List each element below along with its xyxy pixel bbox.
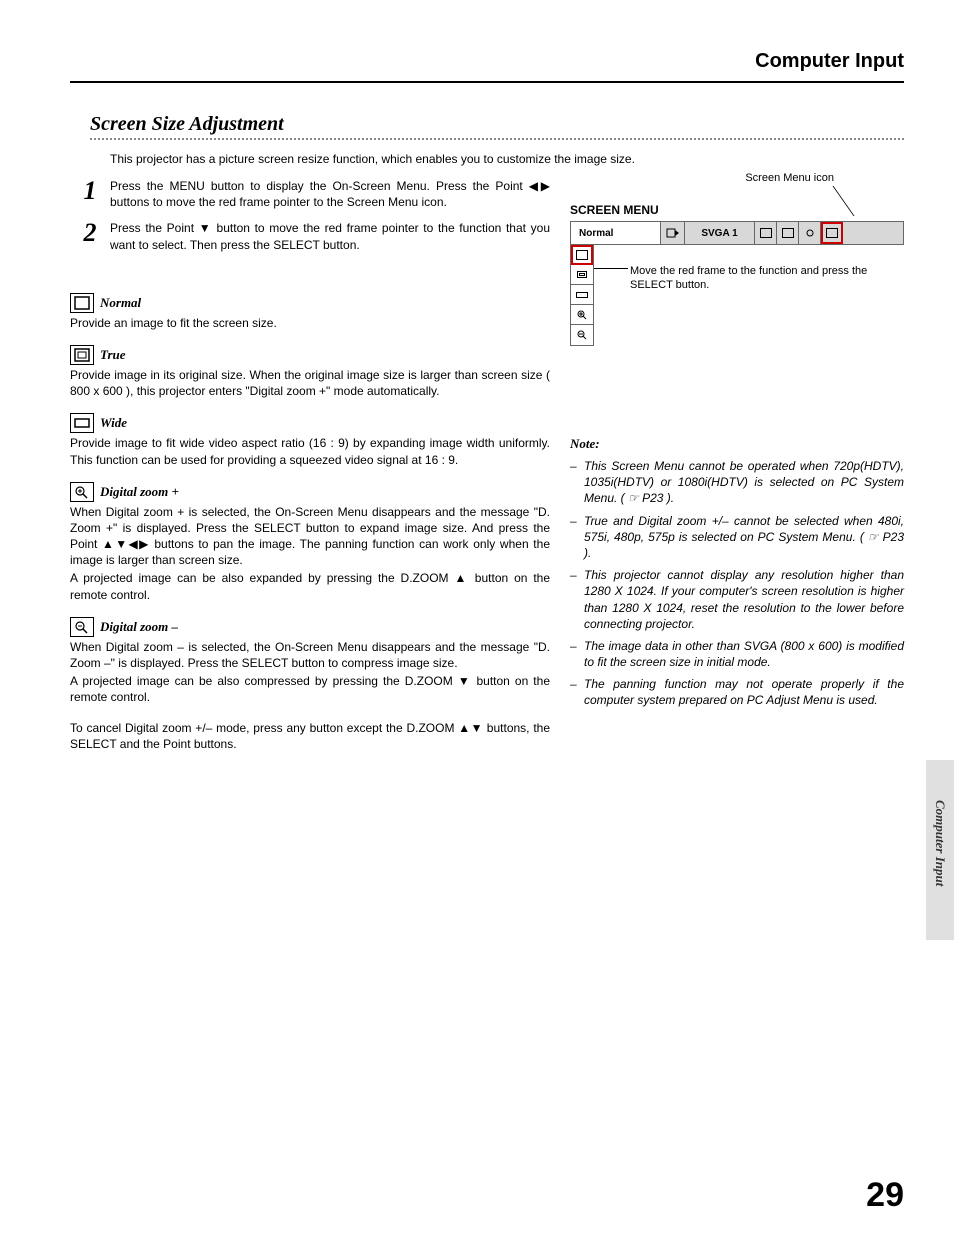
- step-1: 1 Press the MENU button to display the O…: [70, 178, 550, 210]
- step-2: 2 Press the Point ▼ button to move the r…: [70, 220, 550, 252]
- note-5-text: The panning function may not operate pro…: [584, 676, 904, 708]
- notes-title: Note:: [570, 436, 904, 452]
- mode-zoom-minus-text2: A projected image can be also compressed…: [70, 673, 550, 705]
- side-icon-column: [570, 245, 594, 346]
- mode-true-title: True: [100, 347, 126, 363]
- step-2-number: 2: [70, 220, 110, 252]
- page-header: Computer Input: [70, 50, 904, 83]
- normal-icon: [70, 293, 94, 313]
- page-number: 29: [866, 1176, 904, 1215]
- note-4-text: The image data in other than SVGA (800 x…: [584, 638, 904, 670]
- page-container: Computer Input Screen Size Adjustment Th…: [0, 0, 954, 1235]
- step-2-text: Press the Point ▼ button to move the red…: [110, 220, 550, 252]
- note-2-text: True and Digital zoom +/– cannot be sele…: [584, 513, 904, 562]
- mode-wide: Wide Provide image to fit wide video asp…: [70, 413, 550, 467]
- note-5: –The panning function may not operate pr…: [570, 676, 904, 708]
- menu-icon-1: [755, 222, 777, 244]
- menu-hint: Move the red frame to the function and p…: [630, 264, 904, 293]
- menu-icon-selected: [821, 222, 843, 244]
- mode-zoom-minus-title: Digital zoom –: [100, 619, 178, 635]
- step-1-number: 1: [70, 178, 110, 210]
- left-column: 1 Press the MENU button to display the O…: [70, 178, 550, 766]
- right-column: Screen Menu icon SCREEN MENU Normal SVGA…: [570, 178, 904, 766]
- mode-zoom-plus: Digital zoom + When Digital zoom + is se…: [70, 482, 550, 603]
- menu-normal-cell: Normal: [571, 222, 661, 244]
- note-3: –This projector cannot display any resol…: [570, 567, 904, 632]
- zoom-minus-icon: [70, 617, 94, 637]
- side-icon-2: [571, 265, 593, 285]
- mode-true: True Provide image in its original size.…: [70, 345, 550, 399]
- side-icon-5: [571, 325, 593, 345]
- note-3-text: This projector cannot display any resolu…: [584, 567, 904, 632]
- step-1-text: Press the MENU button to display the On-…: [110, 178, 550, 210]
- mode-zoom-minus-text1: When Digital zoom – is selected, the On-…: [70, 639, 550, 671]
- mode-zoom-plus-text1: When Digital zoom + is selected, the On-…: [70, 504, 550, 569]
- menu-svga-cell: SVGA 1: [685, 222, 755, 244]
- zoom-plus-icon: [70, 482, 94, 502]
- mode-zoom-plus-text2: A projected image can be also expanded b…: [70, 570, 550, 602]
- mode-normal-title: Normal: [100, 295, 141, 311]
- true-icon: [70, 345, 94, 365]
- two-column-layout: 1 Press the MENU button to display the O…: [70, 178, 904, 766]
- intro-text: This projector has a picture screen resi…: [110, 152, 904, 166]
- mode-zoom-minus-text3: To cancel Digital zoom +/– mode, press a…: [70, 720, 550, 752]
- menu-icon-3: [799, 222, 821, 244]
- menu-icon-label: Screen Menu icon: [745, 172, 834, 184]
- menu-bar: Normal SVGA 1: [570, 221, 904, 245]
- mode-wide-title: Wide: [100, 415, 127, 431]
- section-divider: [90, 138, 904, 140]
- note-2: –True and Digital zoom +/– cannot be sel…: [570, 513, 904, 562]
- mode-zoom-plus-title: Digital zoom +: [100, 484, 179, 500]
- menu-arrow-cell: [661, 222, 685, 244]
- menu-icon-2: [777, 222, 799, 244]
- side-icon-4: [571, 305, 593, 325]
- wide-icon: [70, 413, 94, 433]
- side-icon-3: [571, 285, 593, 305]
- notes-block: Note: –This Screen Menu cannot be operat…: [570, 436, 904, 709]
- mode-wide-text: Provide image to fit wide video aspect r…: [70, 435, 550, 467]
- mode-true-text: Provide image in its original size. When…: [70, 367, 550, 399]
- mode-normal-text: Provide an image to fit the screen size.: [70, 315, 550, 331]
- mode-normal: Normal Provide an image to fit the scree…: [70, 293, 550, 331]
- menu-note-connector: [594, 268, 628, 269]
- side-icon-1: [571, 245, 593, 265]
- note-1: –This Screen Menu cannot be operated whe…: [570, 458, 904, 507]
- note-1-text: This Screen Menu cannot be operated when…: [584, 458, 904, 507]
- note-4: –The image data in other than SVGA (800 …: [570, 638, 904, 670]
- menu-icon-5: [843, 222, 865, 244]
- mode-zoom-minus: Digital zoom – When Digital zoom – is se…: [70, 617, 550, 752]
- section-title: Screen Size Adjustment: [90, 113, 904, 136]
